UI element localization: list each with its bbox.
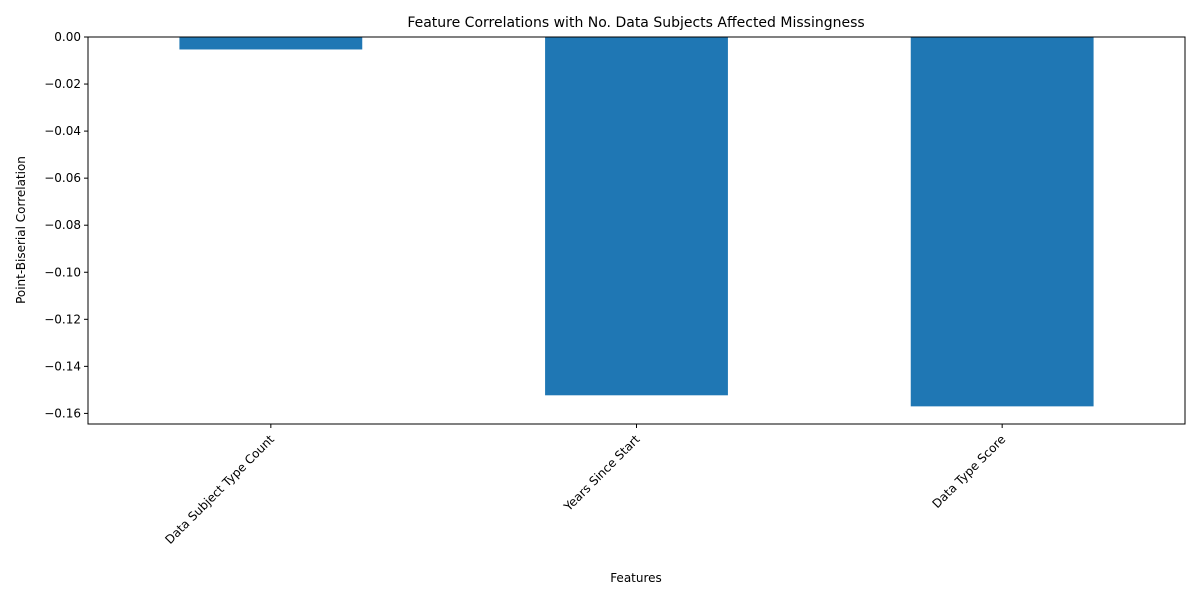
bar-0 <box>179 37 363 50</box>
y-tick-label-6: −0.12 <box>44 312 81 326</box>
bar-2 <box>910 37 1094 407</box>
bars-group <box>179 37 1094 407</box>
y-tick-label-3: −0.06 <box>44 171 81 185</box>
x-tick-label-1: Years Since Start <box>560 432 642 514</box>
y-tick-label-2: −0.04 <box>44 124 81 138</box>
y-axis: 0.00 −0.02 −0.04 −0.06 −0.08 −0.10 −0.12 −0.14 −… <box>44 30 88 420</box>
x-tick-label-2: Data Type Score <box>929 432 1008 511</box>
y-axis-label: Point-Biserial Correlation <box>14 156 28 304</box>
y-tick-label-1: −0.02 <box>44 77 81 91</box>
y-tick-label-7: −0.14 <box>44 359 81 373</box>
x-axis-label: Features <box>610 571 662 585</box>
y-tick-label-4: −0.08 <box>44 218 81 232</box>
plot-frame <box>87 36 1186 425</box>
x-axis: Data Subject Type Count Years Since Start… <box>162 424 1008 547</box>
chart-title: Feature Correlations with No. Data Subje… <box>407 15 864 31</box>
y-tick-label-5: −0.10 <box>44 265 81 279</box>
bar-1 <box>545 37 728 396</box>
x-tick-label-0: Data Subject Type Count <box>162 432 277 547</box>
y-tick-label-8: −0.16 <box>44 406 81 420</box>
y-tick-label-0: 0.00 <box>54 30 81 44</box>
